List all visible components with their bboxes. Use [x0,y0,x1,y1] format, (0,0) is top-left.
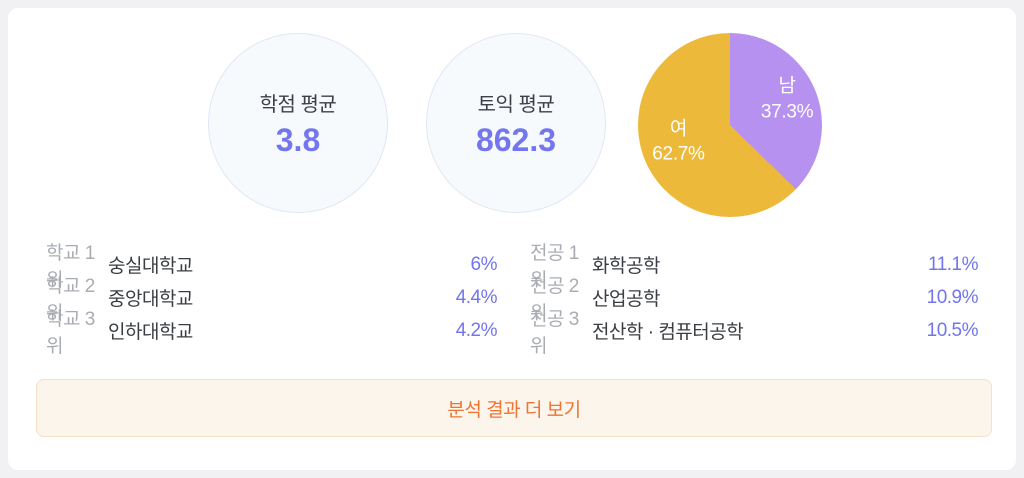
rank-name: 화학공학 [592,256,660,277]
rank-percent: 4.2% [455,319,498,341]
rank-percent: 10.9% [926,286,979,308]
pie-male-name: 남 [778,75,796,97]
school-rank-row-3: 학교 3위 인하대학교 4.2% [46,309,498,357]
major-rank-row-1: 전공 1위 화학공학 11.1% [530,243,978,291]
gpa-average-value: 3.8 [275,121,321,158]
toeic-average-circle: 토익 평균 862.3 [426,33,606,213]
rank-label: 학교 3위 [46,308,95,357]
rank-percent: 6% [470,253,498,275]
rank-label: 학교 2위 [46,275,95,324]
more-results-button[interactable]: 분석 결과 더 보기 [36,379,992,437]
major-rank-row-2: 전공 2위 산업공학 10.9% [530,276,979,324]
pie-female-percent: 62.7% [652,143,705,165]
spec-analysis-card: 학점 평균 3.8 토익 평균 862.3 남 37.3% 여 62.7% 학교… [8,8,1016,470]
rank-label: 학교 1위 [46,242,95,291]
rank-name: 산업공학 [592,289,660,310]
pie-slice-label-female: 여 62.7% [652,116,705,167]
rank-name: 숭실대학교 [108,256,193,277]
school-ranking-list: 학교 1위 숭실대학교 6% 학교 2위 중앙대학교 4.4% 학교 3위 인하… [46,243,498,357]
pie-male-percent: 37.3% [760,101,814,123]
gender-pie-chart: 남 37.3% 여 62.7% [638,33,822,217]
gpa-average-circle: 학점 평균 3.8 [208,33,388,213]
toeic-average-label: 토익 평균 [477,93,555,116]
school-rank-row-2: 학교 2위 중앙대학교 4.4% [46,276,498,324]
toeic-average-value: 862.3 [475,121,557,158]
rank-percent: 11.1% [928,253,978,275]
pie-female-name: 여 [669,117,688,139]
rank-label: 전공 2위 [530,275,579,324]
pie-slice-label-male: 남 37.3% [760,74,814,125]
rank-percent: 10.5% [926,319,979,341]
major-rank-row-3: 전공 3위 전산학 · 컴퓨터공학 10.5% [530,309,979,357]
rank-label: 전공 3위 [530,308,579,357]
rank-name: 전산학 · 컴퓨터공학 [592,322,744,343]
major-ranking-list: 전공 1위 화학공학 11.1% 전공 2위 산업공학 10.9% 전공 3위 … [530,243,979,357]
rank-name: 인하대학교 [108,322,193,343]
rank-label: 전공 1위 [530,242,579,291]
rank-percent: 4.4% [455,286,498,308]
school-rank-row-1: 학교 1위 숭실대학교 6% [46,243,498,291]
gpa-average-label: 학점 평균 [259,93,337,116]
rank-name: 중앙대학교 [108,289,193,310]
